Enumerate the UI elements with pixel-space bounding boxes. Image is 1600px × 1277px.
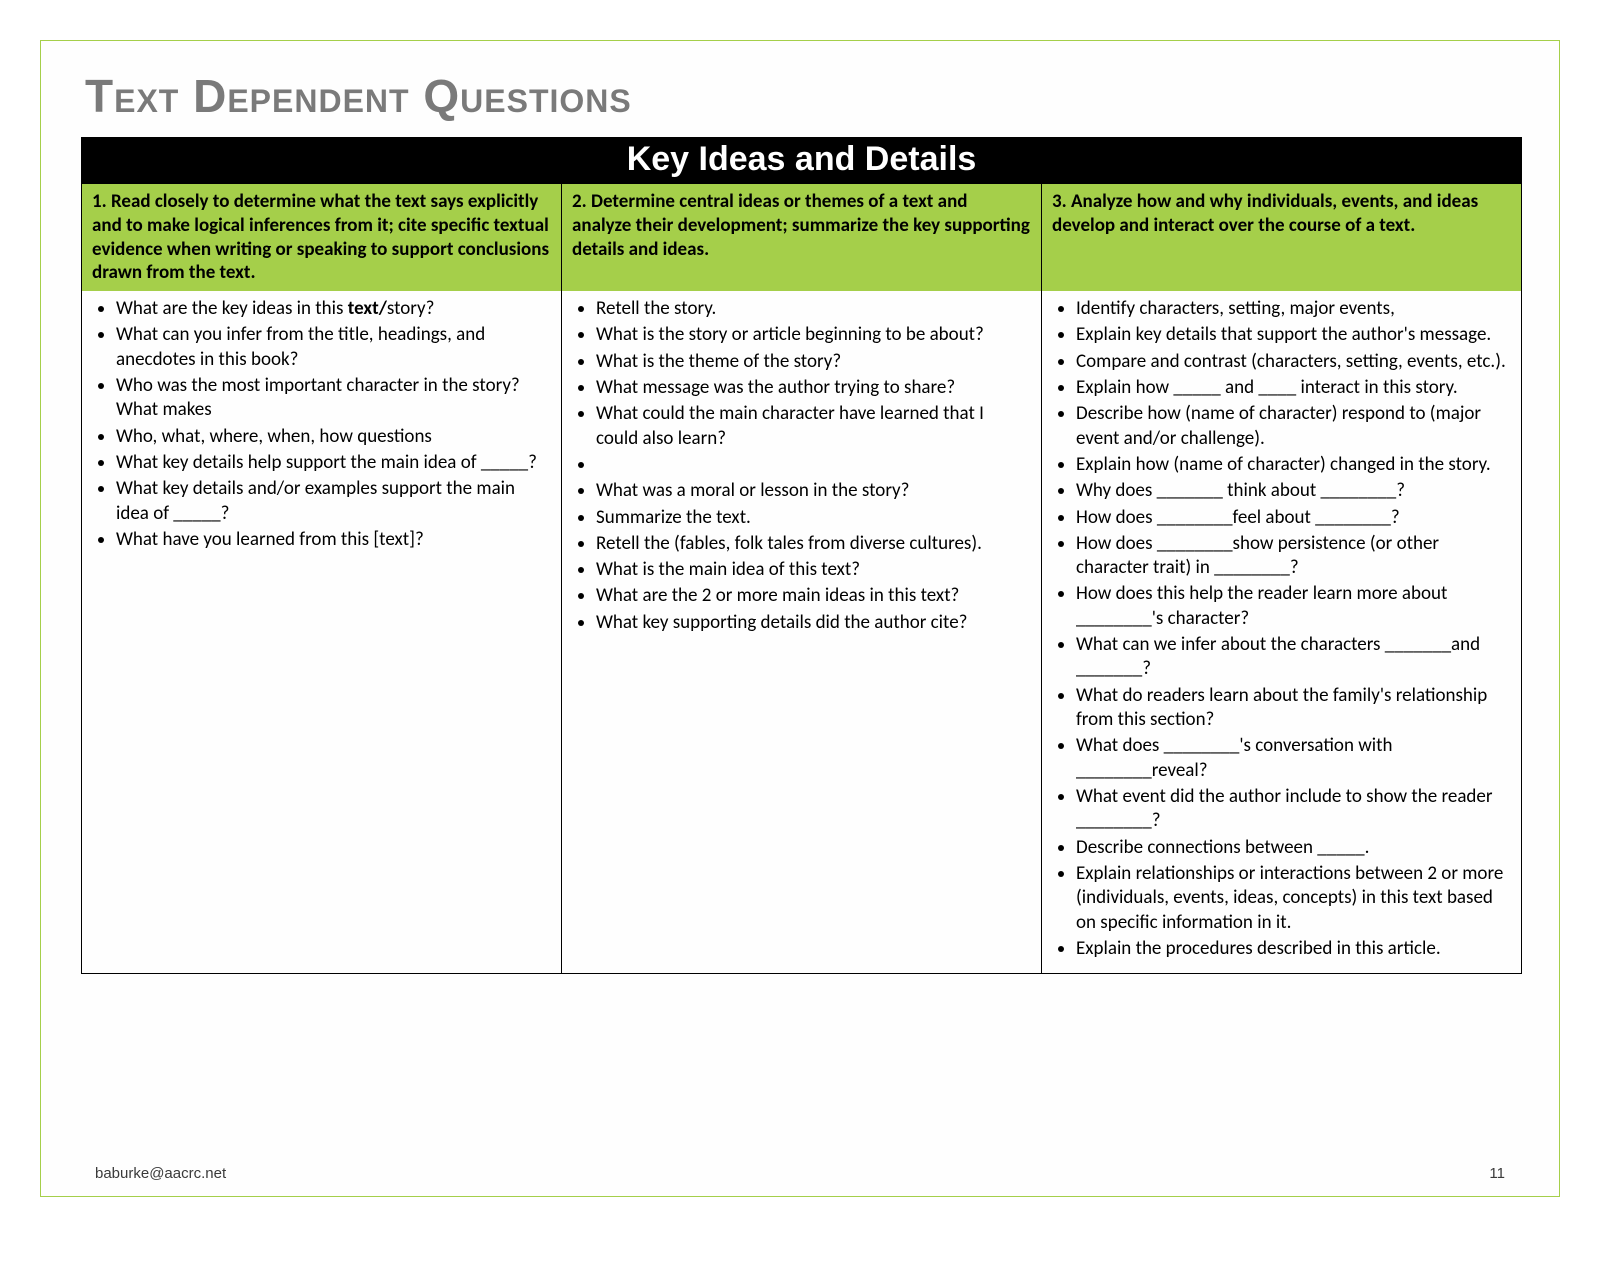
list-item: What message was the author trying to sh… [596,376,1031,402]
list-item: What is the theme of the story? [596,350,1031,376]
list-item: Retell the (fables, folk tales from dive… [596,532,1031,558]
key-ideas-table: Key Ideas and Details 1. Read closely to… [81,137,1522,974]
list-item: What are the key ideas in this text/stor… [116,297,551,323]
question-list-3: Identify characters, setting, major even… [1052,297,1511,963]
list-item: Summarize the text. [596,506,1031,532]
standard-3: 3. Analyze how and why individuals, even… [1042,184,1522,292]
table-banner: Key Ideas and Details [82,138,1522,184]
questions-row: What are the key ideas in this text/stor… [82,291,1522,974]
list-item: Explain key details that support the aut… [1076,323,1511,349]
questions-col-1: What are the key ideas in this text/stor… [82,291,562,974]
page-title: Text Dependent Questions [85,69,1519,123]
list-item: Explain how (name of character) changed … [1076,453,1511,479]
list-item: Compare and contrast (characters, settin… [1076,350,1511,376]
questions-col-2: Retell the story. What is the story or a… [562,291,1042,974]
page-number: 11 [1489,1165,1505,1182]
list-item: What was a moral or lesson in the story? [596,479,1031,505]
list-item: Who was the most important character in … [116,374,551,425]
list-item: How does ________show persistence (or ot… [1076,532,1511,583]
list-item: Identify characters, setting, major even… [1076,297,1511,323]
list-item: What key details and/or examples support… [116,477,551,528]
standard-2: 2. Determine central ideas or themes of … [562,184,1042,292]
list-item: What could the main character have learn… [596,402,1031,453]
list-item: Explain relationships or interactions be… [1076,862,1511,937]
list-item: Who, what, where, when, how questions [116,425,551,451]
list-item: Why does _______ think about ________? [1076,479,1511,505]
list-item: What key supporting details did the auth… [596,611,1031,637]
list-item: Describe connections between _____. [1076,836,1511,862]
questions-col-3: Identify characters, setting, major even… [1042,291,1522,974]
list-item: Retell the story. [596,297,1031,323]
list-item: What is the main idea of this text? [596,558,1031,584]
list-item [596,453,1031,479]
list-item: What is the story or article beginning t… [596,323,1031,349]
list-item: Explain the procedures described in this… [1076,937,1511,963]
list-item: What can you infer from the title, headi… [116,323,551,374]
list-item: How does ________feel about ________? [1076,506,1511,532]
question-list-1: What are the key ideas in this text/stor… [92,297,551,554]
list-item: What key details help support the main i… [116,451,551,477]
standard-1: 1. Read closely to determine what the te… [82,184,562,292]
list-item: How does this help the reader learn more… [1076,582,1511,633]
footer-email: baburke@aacrc.net [95,1165,226,1182]
list-item: What does ________'s conversation with _… [1076,734,1511,785]
slide-frame: Text Dependent Questions Key Ideas and D… [40,40,1560,1197]
footer: baburke@aacrc.net 11 [95,1165,1505,1182]
list-item: Describe how (name of character) respond… [1076,402,1511,453]
list-item: What can we infer about the characters _… [1076,633,1511,684]
standards-row: 1. Read closely to determine what the te… [82,184,1522,292]
question-list-2: Retell the story. What is the story or a… [572,297,1031,637]
list-item: What have you learned from this [text]? [116,528,551,554]
list-item: What do readers learn about the family's… [1076,684,1511,735]
list-item: What event did the author include to sho… [1076,785,1511,836]
list-item: Explain how _____ and ____ interact in t… [1076,376,1511,402]
list-item: What are the 2 or more main ideas in thi… [596,584,1031,610]
